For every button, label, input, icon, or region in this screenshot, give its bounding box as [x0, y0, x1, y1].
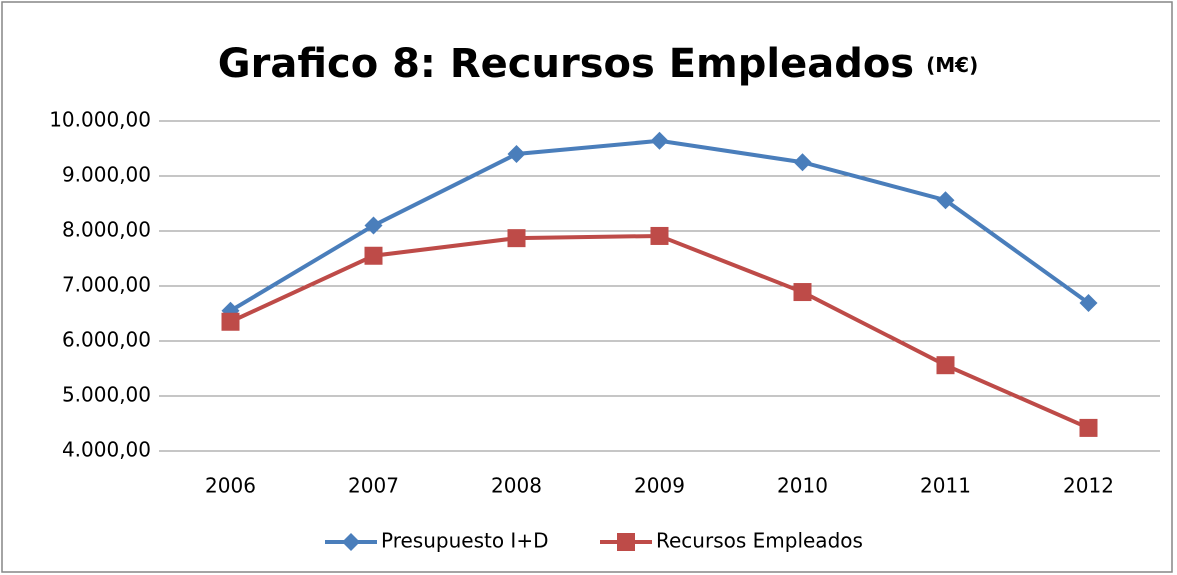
legend-label: Recursos Empleados [656, 529, 863, 553]
legend-label: Presupuesto I+D [381, 529, 548, 553]
data-point [507, 145, 526, 163]
data-point [364, 246, 383, 265]
y-tick-label: 6.000,00 [62, 328, 151, 352]
data-point [364, 216, 383, 235]
chart-title: Grafico 8: Recursos Empleados (M€) [218, 41, 978, 87]
data-point [936, 191, 955, 210]
y-tick-label: 8.000,00 [62, 218, 151, 242]
data-point [793, 283, 812, 302]
y-tick-label: 5.000,00 [62, 383, 151, 407]
data-point [1079, 294, 1098, 313]
y-tick-label: 10.000,00 [49, 108, 151, 132]
x-tick-label: 2009 [634, 474, 685, 498]
data-point [221, 312, 240, 331]
legend-marker [617, 533, 635, 551]
y-tick-label: 9.000,00 [62, 163, 151, 187]
title-main: Grafico 8: Recursos Empleados [218, 41, 914, 87]
y-tick-label: 4.000,00 [62, 438, 151, 462]
data-point [650, 226, 669, 245]
y-tick-label: 7.000,00 [62, 273, 151, 297]
legend-marker [342, 533, 360, 551]
title-unit: (M€) [926, 53, 978, 77]
x-tick-label: 2011 [920, 474, 971, 498]
x-tick-label: 2010 [777, 474, 828, 498]
data-point [1079, 418, 1098, 437]
x-tick-label: 2008 [491, 474, 542, 498]
x-tick-label: 2006 [205, 474, 256, 498]
x-tick-label: 2007 [348, 474, 399, 498]
data-point [936, 356, 955, 375]
data-point [507, 229, 526, 248]
data-point [793, 153, 812, 172]
x-tick-label: 2012 [1063, 474, 1114, 498]
data-point [650, 131, 669, 150]
